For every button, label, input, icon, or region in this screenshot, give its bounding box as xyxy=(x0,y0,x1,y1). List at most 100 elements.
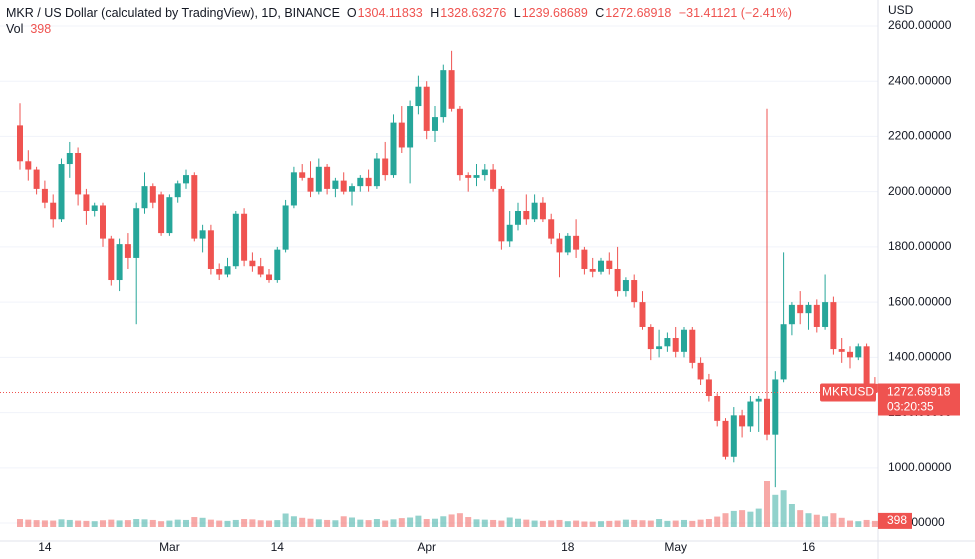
volume-bar xyxy=(183,519,189,527)
candle-body xyxy=(390,122,397,176)
volume-bar xyxy=(340,516,347,527)
candle-body xyxy=(307,177,314,192)
y-tick-label: 2200.00000 xyxy=(888,129,952,143)
y-tick-label: 2600.00000 xyxy=(888,18,952,32)
volume-bar xyxy=(515,518,521,527)
candle-body xyxy=(847,351,853,358)
volume-bar xyxy=(232,519,239,527)
candle-body xyxy=(174,183,181,198)
candle-body xyxy=(133,208,140,258)
candle-body xyxy=(158,194,165,234)
ohlc-key: H xyxy=(430,6,440,20)
candle-body xyxy=(456,108,463,176)
volume-bar xyxy=(498,520,505,527)
volume-bar xyxy=(149,519,156,527)
volume-bar xyxy=(855,521,862,527)
candle-body xyxy=(332,180,339,189)
volume-bar xyxy=(556,519,563,527)
candle-body xyxy=(100,205,106,239)
volume-bar xyxy=(432,518,438,527)
candle-body xyxy=(506,224,513,242)
candle-body xyxy=(324,166,331,189)
candle-body xyxy=(473,175,480,178)
candle-body xyxy=(282,205,289,250)
volume-bar xyxy=(780,490,787,527)
candle-body xyxy=(755,398,762,402)
candle-body xyxy=(614,268,621,292)
volume-bar xyxy=(50,520,57,527)
candle-body xyxy=(257,266,264,275)
ohlc-value: 1304.11833 xyxy=(357,6,423,20)
volume-bar xyxy=(407,517,414,527)
volume-bar xyxy=(664,520,671,527)
volume-row: Vol 398 xyxy=(6,21,796,37)
x-tick-label: 14 xyxy=(271,540,285,554)
volume-bar xyxy=(116,520,123,527)
candle-body xyxy=(274,249,281,281)
candle-body xyxy=(232,213,239,267)
volume-bar xyxy=(83,520,90,527)
candle-body xyxy=(606,260,613,269)
candle-body xyxy=(207,230,214,269)
candle-body xyxy=(91,205,98,211)
volume-bar xyxy=(440,516,447,527)
candle-body xyxy=(656,346,663,350)
candle-body xyxy=(290,172,297,206)
candle-body xyxy=(149,186,156,203)
volume-bar xyxy=(166,520,173,527)
volume-bar xyxy=(705,519,712,527)
volume-bar xyxy=(714,516,721,527)
candle-body xyxy=(373,158,380,187)
volume-bar xyxy=(614,520,621,527)
volume-bar xyxy=(365,520,372,527)
candle-body xyxy=(780,324,787,380)
volume-bar xyxy=(25,519,32,527)
volume-bar xyxy=(847,520,853,527)
candle-body xyxy=(523,210,530,220)
volume-bar xyxy=(224,520,231,527)
volume-bar xyxy=(241,519,248,527)
candle-body xyxy=(340,180,347,192)
volume-bar xyxy=(33,520,40,527)
volume-bar xyxy=(755,508,762,527)
volume-bar xyxy=(805,513,812,527)
volume-bar xyxy=(382,520,389,527)
volume-bar xyxy=(598,521,604,527)
candle-body xyxy=(299,172,306,178)
volume-bar xyxy=(606,520,613,527)
candle-body xyxy=(573,235,580,250)
candle-body xyxy=(539,202,546,220)
volume-bar xyxy=(506,517,513,527)
candle-body xyxy=(465,175,472,178)
chart-title: MKR / US Dollar (calculated by TradingVi… xyxy=(6,6,340,20)
candle-body xyxy=(315,166,322,192)
volume-value: 398 xyxy=(30,22,52,36)
volume-bar xyxy=(871,520,878,527)
volume-key: Vol xyxy=(6,22,24,36)
candle-body xyxy=(838,349,845,352)
candle-body xyxy=(722,420,729,457)
candle-body xyxy=(788,304,795,325)
ohlc-row: MKR / US Dollar (calculated by TradingVi… xyxy=(6,5,796,21)
candle-body xyxy=(639,302,646,327)
volume-bar xyxy=(548,520,555,527)
candle-body xyxy=(739,415,746,427)
candle-body xyxy=(199,230,206,239)
volume-bar xyxy=(581,521,588,527)
symbol-badge xyxy=(820,383,876,402)
volume-bar xyxy=(332,520,339,527)
volume-bar xyxy=(133,519,140,527)
volume-bar xyxy=(465,517,472,527)
candle-body xyxy=(598,260,604,272)
candle-body xyxy=(822,302,829,327)
candle-body xyxy=(41,188,48,203)
volume-bar xyxy=(772,494,779,527)
y-tick-label: 1800.00000 xyxy=(888,239,952,253)
volume-bar xyxy=(739,510,746,527)
volume-bar xyxy=(108,519,115,527)
candle-body xyxy=(58,164,65,220)
volume-bar xyxy=(689,520,696,527)
candle-body xyxy=(498,188,505,242)
countdown-label: 03:20:35 xyxy=(887,400,934,414)
volume-bar xyxy=(730,510,737,527)
